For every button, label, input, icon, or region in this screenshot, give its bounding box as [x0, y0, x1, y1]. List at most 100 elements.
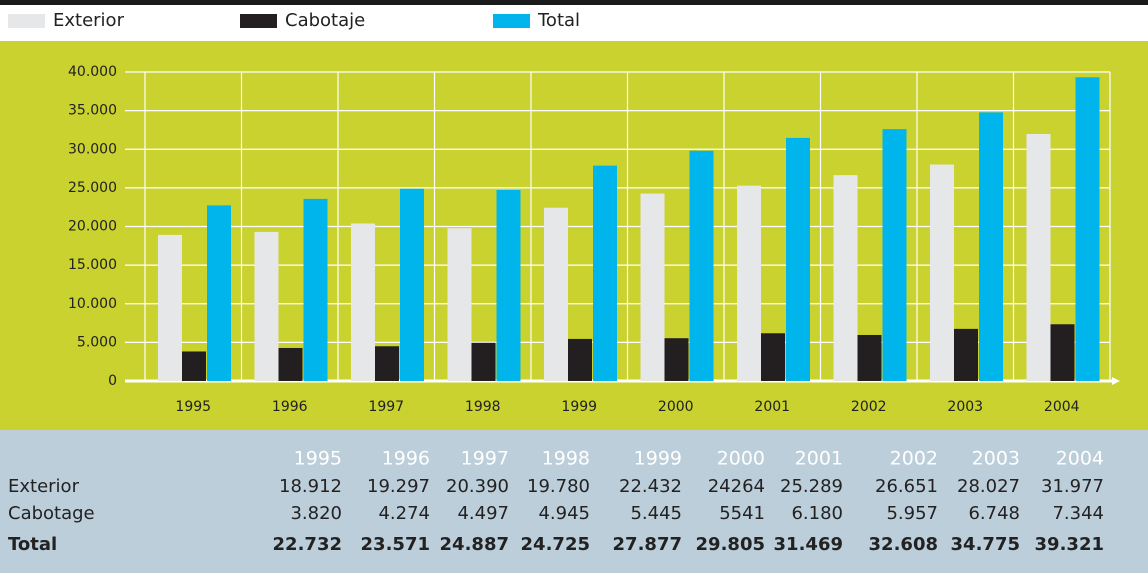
bar: [568, 338, 592, 381]
row-label: Total: [8, 534, 57, 555]
legend-band: [0, 5, 1148, 41]
legend-label: Cabotaje: [285, 10, 365, 31]
bar: [254, 231, 279, 381]
table-cell: 4.945: [538, 503, 590, 524]
bar: [954, 328, 978, 381]
bar: [496, 189, 521, 381]
x-tick-label: 2003: [947, 399, 983, 415]
table-cell: 19.297: [367, 476, 430, 497]
bar: [471, 342, 496, 381]
table-cell: 29.805: [696, 534, 765, 555]
table-cell: 22.432: [619, 476, 682, 497]
legend-swatch: [240, 14, 277, 28]
y-tick-label: 15.000: [68, 257, 117, 273]
table-header: 1999: [634, 448, 682, 470]
bar: [182, 351, 206, 381]
table-cell: 31.977: [1041, 476, 1104, 497]
table-header: 1998: [542, 448, 590, 470]
table-cell: 34.775: [951, 534, 1020, 555]
table-cell: 24264: [708, 476, 765, 497]
table-header: 2000: [717, 448, 765, 470]
x-tick-label: 1998: [465, 399, 501, 415]
bar: [278, 347, 303, 381]
legend-swatch: [8, 14, 45, 28]
bar: [1075, 77, 1100, 382]
x-tick-label: 1995: [175, 399, 211, 415]
bar: [207, 205, 231, 381]
row-label: Cabotage: [8, 503, 95, 524]
table-cell: 5.957: [886, 503, 938, 524]
table-cell: 39.321: [1035, 534, 1104, 555]
bar: [351, 223, 375, 381]
bar: [664, 338, 689, 381]
y-tick-label: 25.000: [68, 180, 117, 196]
bar: [857, 334, 882, 381]
bar: [882, 129, 907, 381]
table-cell: 4.274: [378, 503, 430, 524]
bar: [737, 185, 761, 381]
bar: [640, 193, 665, 381]
table-cell: 18.912: [279, 476, 342, 497]
bar: [544, 207, 568, 381]
legend-swatch: [493, 14, 530, 28]
bar: [833, 175, 858, 381]
y-tick-label: 10.000: [68, 296, 117, 312]
legend-label: Exterior: [53, 10, 125, 31]
table-cell: 32.608: [869, 534, 938, 555]
table-cell: 6.180: [791, 503, 843, 524]
x-tick-label: 2001: [754, 399, 790, 415]
row-label: Exterior: [8, 476, 80, 497]
x-tick-label: 1996: [272, 399, 308, 415]
y-tick-label: 20.000: [68, 219, 117, 235]
bar: [400, 188, 424, 381]
table-cell: 22.732: [273, 534, 342, 555]
y-tick-label: 35.000: [68, 103, 117, 119]
bar: [979, 112, 1003, 381]
x-tick-label: 1999: [561, 399, 597, 415]
table-cell: 7.344: [1052, 503, 1104, 524]
table-header: 2004: [1056, 448, 1104, 470]
top-band: [0, 0, 1148, 5]
table-cell: 5.445: [630, 503, 682, 524]
table-cell: 24.887: [440, 534, 509, 555]
bar: [593, 165, 617, 381]
table-cell: 4.497: [457, 503, 509, 524]
table-area: [0, 430, 1148, 573]
axis-arrow: [1112, 377, 1120, 385]
bar: [303, 198, 328, 381]
x-tick-label: 2002: [851, 399, 887, 415]
table-cell: 19.780: [527, 476, 590, 497]
x-tick-label: 1997: [368, 399, 404, 415]
table-cell: 24.725: [521, 534, 590, 555]
bar: [761, 333, 785, 381]
bar: [158, 234, 182, 381]
table-header: 1996: [382, 448, 430, 470]
table-cell: 31.469: [774, 534, 843, 555]
y-tick-label: 30.000: [68, 141, 117, 157]
table-cell: 3.820: [290, 503, 342, 524]
bar: [1050, 324, 1075, 381]
table-header: 2001: [795, 448, 843, 470]
bar: [375, 346, 399, 381]
x-tick-label: 2004: [1044, 399, 1080, 415]
bar: [930, 164, 954, 381]
table-cell: 27.877: [613, 534, 682, 555]
y-tick-label: 0: [108, 373, 117, 389]
bar: [1026, 133, 1051, 381]
table-header: 2002: [890, 448, 938, 470]
legend-label: Total: [537, 10, 580, 31]
table-cell: 6.748: [968, 503, 1020, 524]
table-cell: 26.651: [875, 476, 938, 497]
x-tick-label: 2000: [658, 399, 694, 415]
table-cell: 20.390: [446, 476, 509, 497]
table-header: 1997: [461, 448, 509, 470]
table-header: 2003: [972, 448, 1020, 470]
table-cell: 28.027: [957, 476, 1020, 497]
table-cell: 25.289: [780, 476, 843, 497]
bar: [689, 150, 714, 381]
bar: [447, 228, 472, 381]
table-header: 1995: [294, 448, 342, 470]
y-tick-label: 5.000: [77, 334, 117, 350]
y-tick-label: 40.000: [68, 64, 117, 80]
